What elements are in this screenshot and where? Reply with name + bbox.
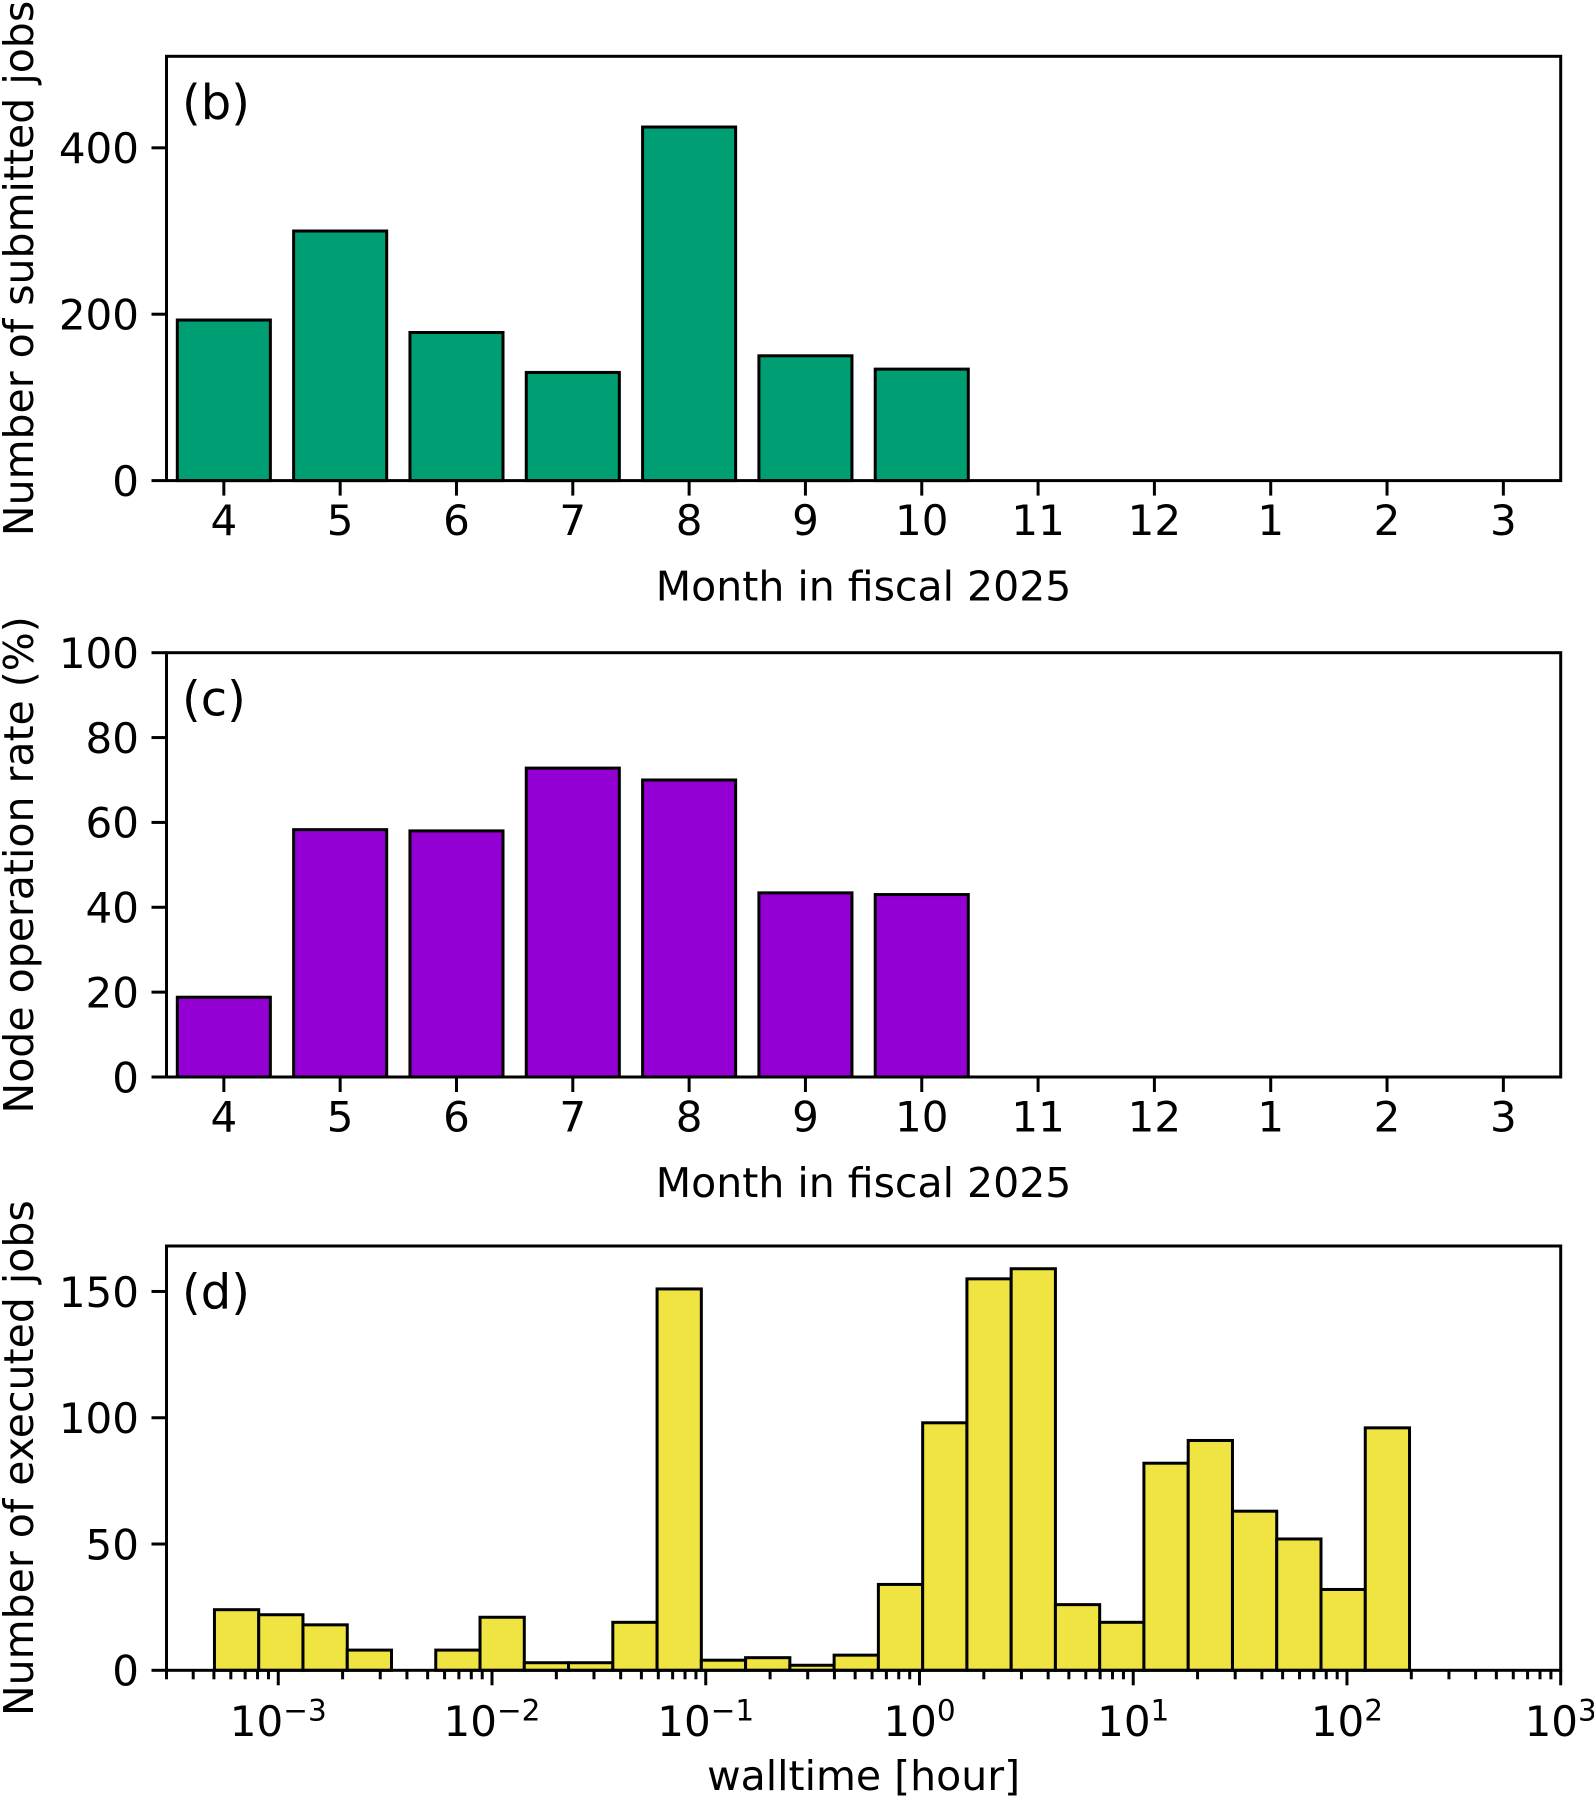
y-tick-label: 0 — [112, 1647, 139, 1696]
bar — [214, 1610, 258, 1671]
x-axis-title: Month in fiscal 2025 — [656, 562, 1072, 610]
bar — [177, 997, 270, 1077]
y-tick-label: 200 — [59, 291, 139, 340]
y-tick-label: 100 — [59, 1394, 139, 1443]
bar — [259, 1615, 303, 1671]
y-tick-label: 400 — [59, 124, 139, 173]
x-tick-label: 11 — [1011, 496, 1064, 545]
bar — [878, 1584, 922, 1670]
bar — [526, 372, 619, 480]
x-tick-label: 7 — [559, 496, 586, 545]
x-tick-label: 6 — [443, 1093, 470, 1142]
bar — [875, 895, 968, 1077]
bar — [436, 1650, 480, 1670]
x-tick-label: 1 — [1257, 496, 1284, 545]
bar — [746, 1658, 790, 1671]
x-axis-title: Month in fiscal 2025 — [656, 1159, 1072, 1207]
y-tick-label: 60 — [86, 799, 139, 848]
y-tick-label: 80 — [86, 714, 139, 763]
y-axis-title: Node operation rate (%) — [0, 616, 43, 1113]
bar — [410, 333, 503, 481]
bar — [1100, 1622, 1144, 1670]
x-tick-label: 2 — [1374, 496, 1401, 545]
x-tick-label: 1 — [1257, 1093, 1284, 1142]
x-tick-label: 9 — [792, 496, 819, 545]
bar — [759, 893, 852, 1077]
bar — [759, 356, 852, 481]
x-tick-label: 5 — [327, 496, 354, 545]
x-tick-label: 9 — [792, 1093, 819, 1142]
bar — [643, 127, 736, 481]
x-axis-title: walltime [hour] — [707, 1752, 1020, 1800]
x-tick-label: 11 — [1011, 1093, 1064, 1142]
x-tick-label: 10 — [895, 1093, 948, 1142]
bar — [875, 369, 968, 480]
x-tick-label: 6 — [443, 496, 470, 545]
x-tick-label: 4 — [210, 1093, 237, 1142]
bar — [177, 320, 270, 481]
panel-label: (d) — [182, 1265, 250, 1321]
y-axis-title: Number of submitted jobs — [0, 1, 43, 536]
bar — [1188, 1440, 1232, 1670]
x-tick-label: 7 — [559, 1093, 586, 1142]
bar — [1144, 1463, 1188, 1670]
y-tick-label: 40 — [86, 884, 139, 933]
y-tick-label: 20 — [86, 968, 139, 1017]
bar — [701, 1660, 745, 1670]
bar — [347, 1650, 391, 1670]
bar — [1277, 1539, 1321, 1670]
bar — [923, 1423, 967, 1671]
x-tick-label: 12 — [1128, 1093, 1181, 1142]
bar — [1321, 1589, 1365, 1670]
y-tick-label: 50 — [86, 1520, 139, 1569]
bar — [657, 1289, 701, 1670]
bar — [526, 768, 619, 1077]
panel-label: (b) — [182, 75, 250, 131]
bar — [480, 1617, 524, 1670]
bar — [643, 780, 736, 1077]
bar — [1055, 1605, 1099, 1671]
x-tick-label: 8 — [676, 496, 703, 545]
y-tick-label: 100 — [59, 629, 139, 678]
y-axis-title: Number of executed jobs — [0, 1200, 43, 1716]
bar — [1232, 1511, 1276, 1670]
x-tick-label: 3 — [1490, 1093, 1517, 1142]
x-tick-label: 3 — [1490, 496, 1517, 545]
bar — [303, 1625, 347, 1670]
bar — [1011, 1269, 1055, 1671]
bar — [613, 1622, 657, 1670]
bar — [967, 1279, 1011, 1670]
x-tick-label: 4 — [210, 496, 237, 545]
x-tick-label: 8 — [676, 1093, 703, 1142]
x-tick-label: 12 — [1128, 496, 1181, 545]
bar — [1365, 1428, 1409, 1670]
x-tick-label: 2 — [1374, 1093, 1401, 1142]
y-tick-label: 150 — [59, 1268, 139, 1317]
y-tick-label: 0 — [112, 457, 139, 506]
x-tick-label: 10 — [895, 496, 948, 545]
panel-label: (c) — [182, 671, 246, 727]
bar — [294, 830, 387, 1077]
bar — [410, 831, 503, 1077]
x-tick-label: 5 — [327, 1093, 354, 1142]
y-tick-label: 0 — [112, 1053, 139, 1102]
bar — [834, 1655, 878, 1670]
bar — [294, 231, 387, 481]
